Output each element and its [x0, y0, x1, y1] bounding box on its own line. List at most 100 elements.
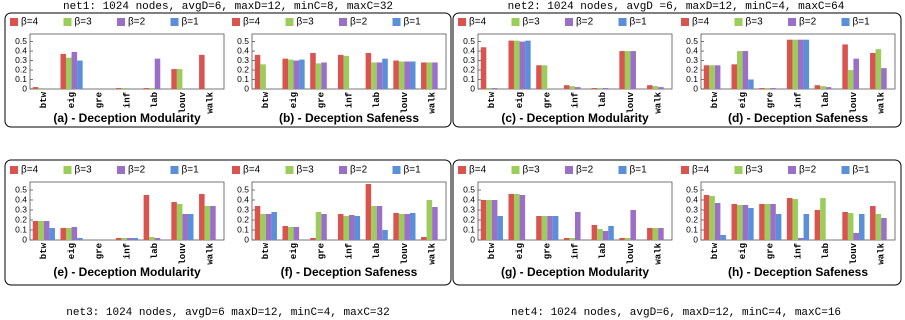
y-tick-label: 0.3	[463, 204, 475, 214]
legend-label: β=4	[21, 165, 39, 176]
x-tick-label: lab	[372, 243, 382, 259]
bar	[608, 226, 614, 240]
bar	[171, 69, 177, 89]
bar	[547, 216, 553, 240]
bar	[597, 88, 603, 89]
y-tick-label: 0.5	[686, 36, 698, 46]
legend-label: β=3	[746, 17, 764, 28]
bar	[814, 85, 821, 89]
y-tick-label: 0.4	[15, 45, 27, 55]
bar	[382, 230, 388, 240]
chart-title: (f) - Deception Safeness	[281, 265, 418, 279]
legend-swatch	[511, 18, 520, 26]
x-tick-label: lab	[150, 92, 160, 108]
bar	[792, 199, 798, 240]
x-tick-label: inf	[793, 243, 803, 259]
y-tick-label: 0.2	[15, 214, 27, 224]
bar	[658, 87, 664, 89]
bar	[49, 228, 55, 240]
y-tick-label: 0.3	[686, 55, 698, 65]
y-tick-label: 0.2	[686, 214, 698, 224]
group-box	[452, 12, 902, 128]
legend-swatch	[117, 166, 125, 174]
x-tick-label: louv	[178, 91, 188, 113]
x-tick-label: louv	[849, 91, 859, 113]
bar	[409, 61, 416, 89]
legend-swatch	[734, 18, 743, 26]
bar	[421, 237, 427, 240]
bar	[602, 231, 609, 240]
bar	[271, 212, 277, 240]
bar	[254, 206, 261, 240]
bar	[71, 52, 78, 89]
y-tick-label: 0.4	[15, 194, 27, 204]
x-tick-label: inf	[570, 243, 580, 259]
bar	[199, 194, 205, 240]
bar	[260, 64, 266, 89]
bar	[393, 213, 399, 240]
bar	[569, 86, 575, 89]
bar	[552, 216, 559, 240]
y-tick-label: 0.1	[463, 224, 475, 234]
y-tick-label: 0.4	[237, 45, 249, 55]
bar	[870, 52, 876, 89]
bar	[371, 62, 377, 89]
y-tick-label: 0	[470, 83, 475, 93]
bar	[541, 216, 548, 240]
bar	[630, 210, 636, 240]
bar	[60, 228, 67, 240]
legend-label: β=2	[799, 165, 817, 176]
bar	[786, 198, 793, 240]
bar	[798, 238, 804, 240]
network-label: net3: 1024 nodes, avgD=6 maxD=12, minC=4…	[66, 307, 389, 319]
x-tick-label: lab	[598, 243, 608, 259]
bar	[786, 39, 793, 89]
bar	[591, 225, 598, 240]
bar	[748, 79, 754, 89]
x-tick-label: inf	[122, 243, 132, 259]
bar	[371, 206, 377, 240]
plot-frame	[29, 181, 225, 241]
y-tick-label: 0.5	[15, 184, 27, 194]
legend-label: β=2	[350, 165, 368, 176]
bar	[514, 194, 520, 240]
y-tick-label: 0.1	[237, 224, 249, 234]
bar	[154, 58, 161, 89]
legend-label: β=4	[692, 165, 710, 176]
legend-swatch	[339, 166, 347, 174]
bar	[260, 214, 266, 240]
x-tick-label: gre	[543, 243, 553, 259]
x-tick-label: walk	[654, 242, 664, 264]
y-tick-label: 0.3	[686, 204, 698, 214]
bar	[737, 205, 743, 240]
legend-swatch	[458, 18, 466, 26]
bar	[742, 205, 749, 240]
bar	[121, 88, 127, 89]
bar	[775, 214, 782, 240]
bar	[293, 227, 300, 240]
bar	[770, 88, 776, 89]
bar	[343, 216, 349, 240]
bar	[143, 195, 150, 240]
y-tick-label: 0.3	[237, 204, 249, 214]
bar	[486, 200, 492, 240]
bar	[143, 88, 150, 89]
x-tick-label: eig	[289, 243, 299, 259]
chart-title: (d) - Deception Safeness	[728, 111, 868, 125]
bar	[575, 212, 581, 240]
bar	[597, 229, 603, 240]
bar	[703, 195, 710, 240]
bar	[519, 41, 526, 89]
x-tick-label: eig	[289, 92, 299, 108]
legend-label: β=2	[576, 165, 594, 176]
bar	[315, 63, 322, 89]
legend-swatch	[232, 18, 240, 26]
bar	[652, 228, 659, 240]
bar	[321, 62, 327, 89]
legend-label: β=3	[523, 165, 541, 176]
y-tick-label: 0.3	[15, 55, 27, 65]
bar	[731, 204, 738, 240]
y-tick-label: 0	[22, 83, 27, 93]
bar	[282, 58, 289, 89]
bar	[404, 214, 410, 240]
